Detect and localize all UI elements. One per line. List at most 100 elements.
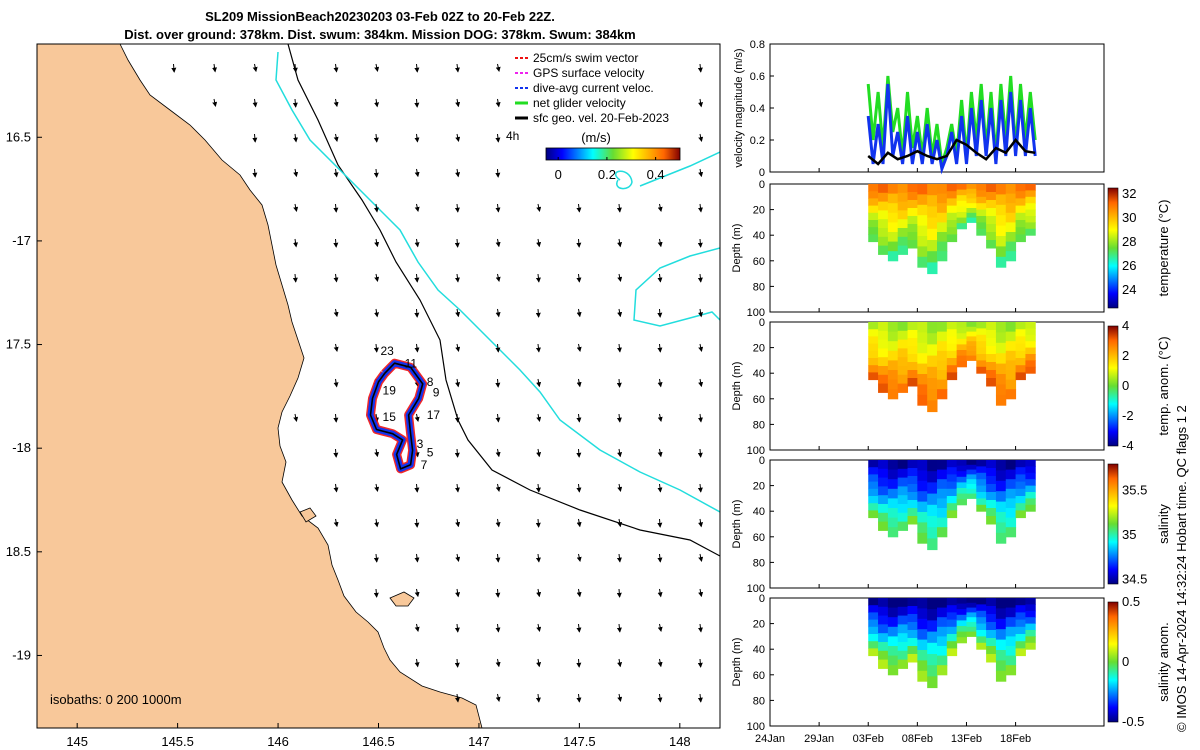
section-cell <box>995 460 1007 471</box>
section-cell <box>995 246 1007 258</box>
section-cell <box>927 620 938 633</box>
section-cell <box>868 612 879 621</box>
section-cell <box>1025 347 1036 355</box>
section-cell <box>907 322 918 331</box>
section-cell <box>907 500 918 509</box>
isobath-1000m-east <box>633 247 720 327</box>
time-tick-label: 03Feb <box>853 733 884 745</box>
velocity-arrow <box>414 203 420 213</box>
section-cell <box>946 605 958 613</box>
velocity-arrow <box>292 63 298 73</box>
depth-tick-label: 20 <box>753 619 765 631</box>
section-cell <box>927 482 938 495</box>
velocity-arrow <box>414 413 420 423</box>
section-cell <box>868 488 879 497</box>
section-cell <box>1005 646 1017 657</box>
section-cell <box>1025 479 1036 487</box>
section-cell <box>946 510 958 519</box>
section-cell <box>1025 190 1036 198</box>
section-cell <box>917 639 928 651</box>
depth-tick-label: 60 <box>753 670 765 682</box>
depth-tick-label: 0 <box>759 593 765 605</box>
legend-label: net glider velocity <box>533 96 626 110</box>
section-cell <box>956 609 967 616</box>
section-cell <box>946 481 958 490</box>
legend-label: 25cm/s swim vector <box>533 51 638 65</box>
section-cell <box>995 184 1007 195</box>
section-cell <box>868 212 879 221</box>
section-cell <box>976 322 987 329</box>
velocity-arrow <box>455 553 461 563</box>
section-cell <box>1005 341 1017 352</box>
map-y-tick-label: 18.5 <box>6 544 31 559</box>
section-cell <box>986 598 997 607</box>
section-cell <box>917 670 928 682</box>
section-cell <box>937 379 948 390</box>
section-cell <box>976 196 987 204</box>
velocity-arrow <box>576 378 582 388</box>
section-cell <box>966 188 977 195</box>
map-y-tick-label: -17 <box>12 233 31 248</box>
section-cell <box>907 598 918 607</box>
section-cell <box>878 650 889 661</box>
section-cell <box>976 485 987 493</box>
velocity-arrow <box>657 238 663 248</box>
section-cell <box>966 212 977 219</box>
section-cell <box>868 605 879 613</box>
velocity-arrow <box>576 203 582 213</box>
section-cell <box>927 240 938 252</box>
section-cell <box>1025 203 1036 211</box>
section-cell <box>868 191 879 199</box>
section-cell <box>986 638 997 647</box>
section-cell <box>1005 379 1017 390</box>
section-cell <box>956 598 967 605</box>
section-cell <box>1015 474 1026 483</box>
section-cell <box>927 262 938 275</box>
section-cell <box>897 650 909 661</box>
section-cell <box>1005 184 1017 195</box>
section-cell <box>868 358 879 366</box>
velocity-arrow <box>657 413 663 423</box>
section-cell <box>917 660 928 672</box>
section-cell <box>887 341 899 352</box>
track-day-labels: 23 11 89 19 15 17 357 <box>381 344 441 472</box>
section-cell <box>927 217 938 230</box>
section-cell <box>1005 508 1017 519</box>
velocity-arrow <box>414 483 420 493</box>
section-cell <box>946 220 958 228</box>
velocity-axes <box>769 43 1105 173</box>
section-cell <box>887 241 899 252</box>
section-cell <box>897 659 909 669</box>
section-cell <box>878 606 889 617</box>
depth-tick-label: 60 <box>753 532 765 544</box>
section-cell <box>917 460 928 471</box>
velocity-arrow <box>455 133 461 143</box>
section-cell <box>995 194 1007 206</box>
velocity-arrow <box>616 588 622 598</box>
section-cell <box>986 622 997 631</box>
section-cell <box>995 353 1007 365</box>
velocity-arrow <box>495 448 501 458</box>
section-cell <box>976 636 987 644</box>
section-cell <box>1015 372 1026 381</box>
section-cell <box>946 641 958 649</box>
velocity-arrow <box>657 588 663 598</box>
section-colorbar <box>1107 325 1119 447</box>
velocity-arrow <box>333 448 339 458</box>
velocity-arrow <box>698 588 704 598</box>
section-cell <box>878 366 889 376</box>
section-cell <box>907 508 918 517</box>
section-cell <box>1005 232 1017 243</box>
velocity-arrow <box>616 553 622 563</box>
section-cell <box>1015 227 1026 235</box>
velocity-arrow <box>495 378 501 388</box>
section-cell <box>986 460 997 469</box>
section-cell <box>878 504 889 514</box>
section-cell <box>986 630 997 639</box>
section-cell <box>946 234 958 243</box>
velocity-arrow <box>374 203 379 213</box>
section-colorbar <box>1107 187 1119 309</box>
speed-colorbar <box>545 147 681 161</box>
section-cell <box>878 348 889 358</box>
